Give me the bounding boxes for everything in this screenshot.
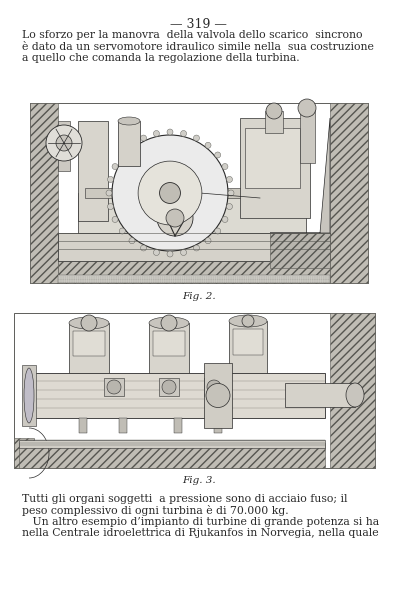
Bar [14,438,34,468]
Ellipse shape [118,117,140,125]
Circle shape [193,245,199,251]
Circle shape [106,190,112,196]
Circle shape [108,203,114,209]
Circle shape [112,164,118,170]
Bar [19,443,325,468]
Bar [330,103,368,283]
Circle shape [153,131,160,137]
Circle shape [215,228,221,234]
Bar [285,383,355,407]
Text: è dato da un servomotore idraulico simile nella  sua costruzione: è dato da un servomotore idraulico simil… [22,42,374,52]
Bar [118,121,140,166]
Text: Lo sforzo per la manovra  della valvola dello scarico  sincrono: Lo sforzo per la manovra della valvola d… [22,30,362,40]
Text: Fig. 2.: Fig. 2. [182,292,215,301]
Bar [58,233,330,261]
Circle shape [206,383,230,408]
Bar [153,331,185,356]
Circle shape [119,152,125,158]
Text: peso complessivo di ogni turbina è di 70.000 kg.: peso complessivo di ogni turbina è di 70… [22,506,289,517]
Bar [265,111,283,133]
Bar [159,378,179,396]
Bar [330,313,375,468]
Bar [58,275,330,283]
Bar [58,121,70,171]
Circle shape [157,200,193,236]
Circle shape [166,209,184,227]
Circle shape [108,176,114,182]
Text: Fig. 3.: Fig. 3. [182,476,215,485]
Circle shape [226,203,233,209]
Bar [19,440,325,448]
Circle shape [181,249,187,255]
Circle shape [242,315,254,327]
Circle shape [228,190,234,196]
Bar [104,378,124,396]
Circle shape [119,228,125,234]
Circle shape [298,99,316,117]
Bar [204,363,232,428]
Polygon shape [270,118,330,233]
Bar [245,128,300,188]
Ellipse shape [229,315,267,327]
Circle shape [46,125,82,161]
Bar [78,121,108,221]
Bar [300,108,315,163]
Bar [34,373,325,418]
Circle shape [215,152,221,158]
Bar [174,418,182,433]
Text: a quello che comanda la regolazione della turbina.: a quello che comanda la regolazione dell… [22,53,300,63]
Text: nella Centrale idroelettrica di Rjukanfos in Norvegia, nella quale: nella Centrale idroelettrica di Rjukanfo… [22,529,379,539]
Circle shape [129,142,135,148]
Circle shape [112,135,228,251]
Circle shape [138,161,202,225]
Circle shape [222,164,228,170]
Bar [78,193,306,233]
Circle shape [266,103,282,119]
Circle shape [129,238,135,244]
Circle shape [161,315,177,331]
Bar [30,103,58,283]
Circle shape [193,135,199,141]
Bar [69,323,109,373]
Circle shape [162,380,176,394]
Bar [149,323,189,373]
Circle shape [205,142,211,148]
Circle shape [167,129,173,135]
Circle shape [141,245,146,251]
Bar [85,188,303,198]
Circle shape [207,380,221,394]
Circle shape [167,251,173,257]
Circle shape [141,135,146,141]
Bar [73,331,105,356]
Circle shape [107,380,121,394]
Bar [58,261,330,283]
Text: — 319 —: — 319 — [170,18,227,31]
Text: Tutti gli organi soggetti  a pressione sono di acciaio fuso; il: Tutti gli organi soggetti a pressione so… [22,494,347,504]
Circle shape [226,176,233,182]
Circle shape [81,315,97,331]
Circle shape [112,217,118,223]
Bar [204,378,224,396]
Bar [30,103,368,283]
Circle shape [181,131,187,137]
Bar [270,233,330,268]
Bar [119,418,127,433]
Circle shape [56,135,72,151]
Circle shape [153,249,160,255]
Circle shape [205,238,211,244]
Ellipse shape [346,383,364,407]
Bar [229,321,267,373]
Circle shape [222,217,228,223]
Bar [22,365,36,426]
Circle shape [160,182,181,203]
Bar [14,313,375,468]
Text: Un altro esempio d’impianto di turbine di grande potenza si ha: Un altro esempio d’impianto di turbine d… [22,517,379,527]
Ellipse shape [149,317,189,329]
Bar [79,418,87,433]
Ellipse shape [24,368,34,423]
Bar [233,329,263,355]
Bar [214,418,222,433]
Bar [240,118,310,218]
Ellipse shape [69,317,109,329]
